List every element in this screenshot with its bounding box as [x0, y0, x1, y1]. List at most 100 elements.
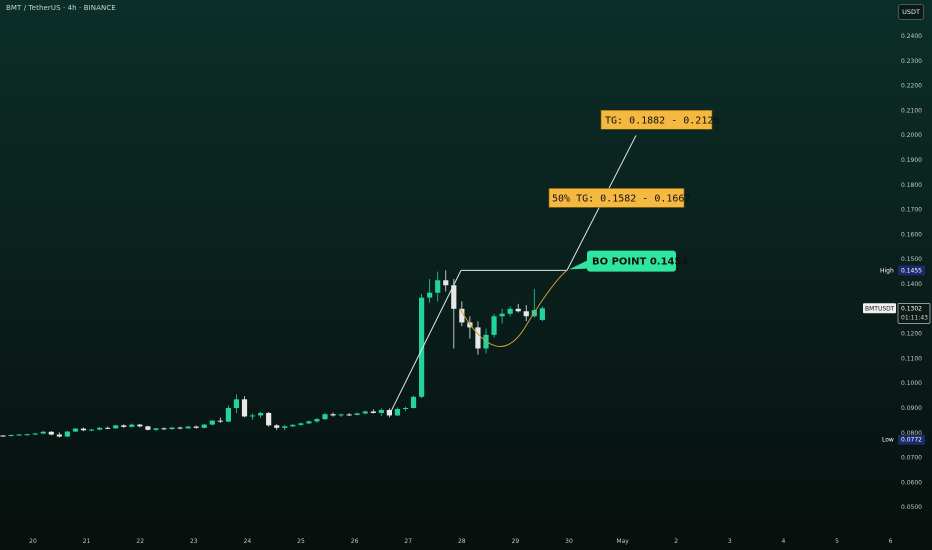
candle-body [105, 427, 111, 429]
candle [419, 293, 425, 399]
current-price-value: 0.1302 [901, 305, 922, 312]
y-tick-label: 0.1800 [901, 182, 922, 189]
tg-full-annotation[interactable]: TG: 0.1882 - 0.2126 [600, 110, 719, 130]
candle-body [459, 308, 465, 323]
candle-body [113, 425, 119, 429]
candle [32, 432, 38, 436]
candle [314, 417, 320, 423]
low-tag-label: Low [882, 437, 894, 444]
candle-body [16, 434, 22, 436]
candle-body [435, 280, 441, 293]
candles-layer [0, 270, 545, 438]
candle [8, 434, 14, 437]
candle [64, 430, 70, 438]
x-tick-label: 6 [889, 538, 893, 545]
candle-body [419, 297, 425, 397]
candle [169, 426, 175, 430]
candle-body [443, 280, 449, 286]
candle [370, 409, 376, 414]
candle [177, 426, 183, 430]
candle-body [515, 308, 521, 312]
currency-button[interactable]: USDT [898, 4, 924, 20]
candle-body [97, 427, 103, 430]
x-tick-label: 26 [351, 538, 359, 545]
candle-body [354, 413, 360, 415]
candle-body [346, 414, 352, 416]
candle [16, 434, 22, 436]
candle [105, 426, 111, 430]
candle-body [523, 311, 529, 317]
y-tick-label: 0.1000 [901, 380, 922, 387]
candle [306, 420, 312, 425]
candle-body [410, 396, 417, 408]
candle [161, 427, 167, 430]
y-tick-label: 0.2000 [901, 132, 922, 139]
x-tick-label: 22 [136, 538, 144, 545]
candle [523, 305, 529, 322]
candle [410, 395, 417, 409]
candle [241, 396, 248, 418]
high-tag-value: 0.1455 [901, 267, 922, 274]
candle-body [48, 431, 54, 435]
bo-point-pointer [569, 260, 587, 270]
candle-body [274, 425, 280, 428]
low-tag-value: 0.0772 [901, 437, 922, 444]
candle-body [185, 426, 191, 429]
current-price-tag: BMTUSDT 0.1302 01:11:43 [863, 303, 931, 324]
high-tag-box [898, 265, 925, 276]
tg-half-box [548, 188, 685, 208]
candle [507, 306, 513, 317]
candle [137, 423, 143, 428]
bo-point-annotation[interactable]: BO POINT 0.1454 [569, 250, 688, 272]
candle-body [80, 428, 87, 431]
candle [539, 306, 545, 322]
candle-body [8, 435, 14, 437]
candle [499, 308, 505, 324]
y-tick-label: 0.1500 [901, 256, 922, 263]
candle [274, 424, 280, 430]
tg-half-annotation[interactable]: 50% TG: 0.1582 - 0.1662 [548, 188, 690, 208]
candle [362, 410, 368, 415]
candle-body [499, 313, 505, 317]
y-tick-label: 0.2200 [901, 83, 922, 90]
bo-point-label: BO POINT 0.1454 [592, 257, 688, 268]
cup-curve [459, 269, 568, 347]
high-tag-label: High [880, 267, 894, 274]
candle-body [0, 435, 6, 437]
candle [258, 411, 264, 418]
y-tick-label: 0.1400 [901, 281, 922, 288]
candle-body [427, 292, 433, 298]
candle [209, 419, 215, 426]
candle [266, 411, 272, 427]
bar-countdown: 01:11:43 [901, 314, 928, 321]
y-tick-label: 0.2300 [901, 58, 922, 65]
candle-body [394, 408, 401, 416]
candle-body [330, 414, 336, 416]
y-tick-label: 0.2100 [901, 107, 922, 114]
y-tick-label: 0.0500 [901, 504, 922, 511]
candle [121, 424, 127, 428]
candle [330, 412, 336, 417]
candle [402, 406, 409, 411]
x-tick-label: 28 [458, 538, 466, 545]
candle [475, 321, 481, 355]
candle-body [193, 426, 199, 428]
high-price-tag: High 0.1455 [880, 265, 925, 276]
candle [48, 431, 54, 436]
candle-body [24, 434, 30, 436]
current-symbol-label: BMTUSDT [865, 305, 895, 312]
candle-body [88, 429, 95, 431]
x-tick-label: 23 [190, 538, 198, 545]
trend-line-breakout [388, 270, 462, 416]
x-tick-label: 21 [83, 538, 91, 545]
pattern-lines [388, 135, 637, 416]
candle [129, 423, 135, 428]
candle-body [169, 427, 175, 430]
x-tick-label: 25 [297, 538, 305, 545]
candle-body [177, 427, 183, 429]
y-tick-label: 0.1100 [901, 355, 922, 362]
candle-body [290, 424, 296, 427]
tg-half-label: 50% TG: 0.1582 - 0.1662 [552, 193, 690, 204]
candle [354, 412, 360, 416]
